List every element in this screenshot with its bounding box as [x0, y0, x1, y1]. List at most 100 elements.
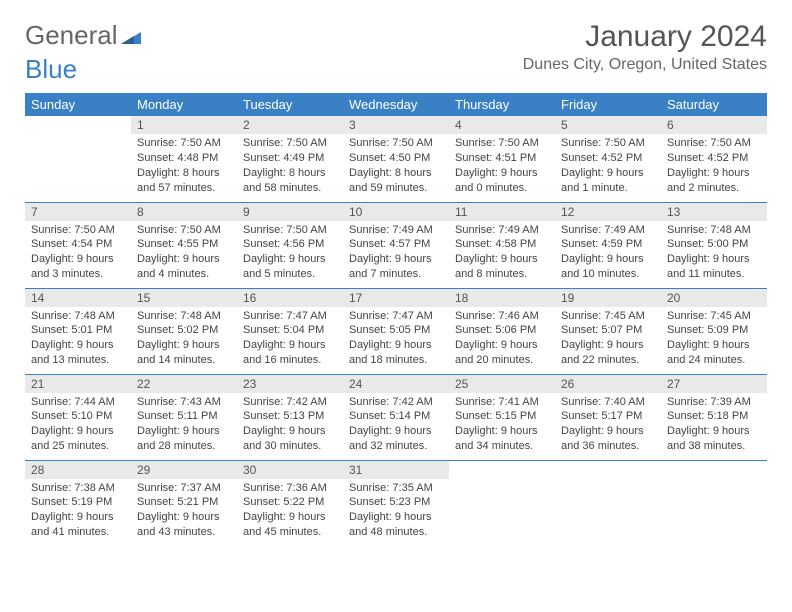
- day-body: Sunrise: 7:40 AMSunset: 5:17 PMDaylight:…: [555, 393, 661, 458]
- day-body: Sunrise: 7:50 AMSunset: 4:55 PMDaylight:…: [131, 221, 237, 286]
- daylight-line1: Daylight: 9 hours: [561, 338, 655, 353]
- sunset-text: Sunset: 5:17 PM: [561, 409, 655, 424]
- day-number: 21: [25, 375, 131, 393]
- calendar-day-cell: 1Sunrise: 7:50 AMSunset: 4:48 PMDaylight…: [131, 116, 237, 202]
- day-body: Sunrise: 7:50 AMSunset: 4:54 PMDaylight:…: [25, 221, 131, 286]
- day-body: Sunrise: 7:42 AMSunset: 5:14 PMDaylight:…: [343, 393, 449, 458]
- daylight-line1: Daylight: 9 hours: [349, 338, 443, 353]
- calendar-day-cell: 14Sunrise: 7:48 AMSunset: 5:01 PMDayligh…: [25, 288, 131, 374]
- day-body: Sunrise: 7:50 AMSunset: 4:48 PMDaylight:…: [131, 134, 237, 199]
- calendar-week-row: 14Sunrise: 7:48 AMSunset: 5:01 PMDayligh…: [25, 288, 767, 374]
- sunrise-text: Sunrise: 7:49 AM: [455, 223, 549, 238]
- daylight-line2: and 24 minutes.: [667, 353, 761, 368]
- daylight-line1: Daylight: 9 hours: [561, 166, 655, 181]
- daylight-line1: Daylight: 9 hours: [137, 424, 231, 439]
- daylight-line1: Daylight: 9 hours: [31, 510, 125, 525]
- day-body: Sunrise: 7:47 AMSunset: 5:05 PMDaylight:…: [343, 307, 449, 372]
- daylight-line1: Daylight: 9 hours: [31, 424, 125, 439]
- day-number: 16: [237, 289, 343, 307]
- daylight-line2: and 8 minutes.: [455, 267, 549, 282]
- sunrise-text: Sunrise: 7:47 AM: [349, 309, 443, 324]
- day-number: 22: [131, 375, 237, 393]
- calendar-day-cell: 24Sunrise: 7:42 AMSunset: 5:14 PMDayligh…: [343, 374, 449, 460]
- sunset-text: Sunset: 5:21 PM: [137, 495, 231, 510]
- daylight-line2: and 30 minutes.: [243, 439, 337, 454]
- weekday-header: Monday: [131, 93, 237, 116]
- sunset-text: Sunset: 4:54 PM: [31, 237, 125, 252]
- day-number: 13: [661, 203, 767, 221]
- weekday-header-row: Sunday Monday Tuesday Wednesday Thursday…: [25, 93, 767, 116]
- sunset-text: Sunset: 5:06 PM: [455, 323, 549, 338]
- daylight-line2: and 25 minutes.: [31, 439, 125, 454]
- day-number: 19: [555, 289, 661, 307]
- day-body: Sunrise: 7:50 AMSunset: 4:56 PMDaylight:…: [237, 221, 343, 286]
- daylight-line1: Daylight: 9 hours: [667, 166, 761, 181]
- calendar-day-cell: 26Sunrise: 7:40 AMSunset: 5:17 PMDayligh…: [555, 374, 661, 460]
- sunrise-text: Sunrise: 7:41 AM: [455, 395, 549, 410]
- calendar-day-cell: 10Sunrise: 7:49 AMSunset: 4:57 PMDayligh…: [343, 202, 449, 288]
- daylight-line2: and 16 minutes.: [243, 353, 337, 368]
- calendar-day-cell: 2Sunrise: 7:50 AMSunset: 4:49 PMDaylight…: [237, 116, 343, 202]
- sunset-text: Sunset: 5:00 PM: [667, 237, 761, 252]
- daylight-line1: Daylight: 9 hours: [667, 424, 761, 439]
- day-body: Sunrise: 7:45 AMSunset: 5:09 PMDaylight:…: [661, 307, 767, 372]
- day-number: 12: [555, 203, 661, 221]
- calendar-day-cell: 28Sunrise: 7:38 AMSunset: 5:19 PMDayligh…: [25, 460, 131, 546]
- daylight-line2: and 28 minutes.: [137, 439, 231, 454]
- sunrise-text: Sunrise: 7:50 AM: [667, 136, 761, 151]
- calendar-day-cell: 5Sunrise: 7:50 AMSunset: 4:52 PMDaylight…: [555, 116, 661, 202]
- daylight-line1: Daylight: 9 hours: [667, 338, 761, 353]
- day-body: Sunrise: 7:35 AMSunset: 5:23 PMDaylight:…: [343, 479, 449, 544]
- weekday-header: Sunday: [25, 93, 131, 116]
- sunset-text: Sunset: 4:57 PM: [349, 237, 443, 252]
- sunset-text: Sunset: 4:52 PM: [667, 151, 761, 166]
- sunset-text: Sunset: 4:49 PM: [243, 151, 337, 166]
- sunrise-text: Sunrise: 7:50 AM: [349, 136, 443, 151]
- daylight-line2: and 41 minutes.: [31, 525, 125, 540]
- sunset-text: Sunset: 4:59 PM: [561, 237, 655, 252]
- sunrise-text: Sunrise: 7:42 AM: [349, 395, 443, 410]
- calendar-day-cell: 19Sunrise: 7:45 AMSunset: 5:07 PMDayligh…: [555, 288, 661, 374]
- sunrise-text: Sunrise: 7:50 AM: [561, 136, 655, 151]
- daylight-line1: Daylight: 8 hours: [243, 166, 337, 181]
- daylight-line1: Daylight: 9 hours: [137, 510, 231, 525]
- day-body: Sunrise: 7:44 AMSunset: 5:10 PMDaylight:…: [25, 393, 131, 458]
- daylight-line1: Daylight: 9 hours: [137, 252, 231, 267]
- day-number: 24: [343, 375, 449, 393]
- sunset-text: Sunset: 5:19 PM: [31, 495, 125, 510]
- daylight-line1: Daylight: 9 hours: [455, 166, 549, 181]
- day-number: 17: [343, 289, 449, 307]
- day-number: 29: [131, 461, 237, 479]
- day-body: Sunrise: 7:49 AMSunset: 4:58 PMDaylight:…: [449, 221, 555, 286]
- daylight-line1: Daylight: 9 hours: [561, 252, 655, 267]
- sunset-text: Sunset: 5:15 PM: [455, 409, 549, 424]
- daylight-line1: Daylight: 9 hours: [31, 252, 125, 267]
- calendar-day-cell: 4Sunrise: 7:50 AMSunset: 4:51 PMDaylight…: [449, 116, 555, 202]
- calendar-day-cell: 25Sunrise: 7:41 AMSunset: 5:15 PMDayligh…: [449, 374, 555, 460]
- day-number: 2: [237, 116, 343, 134]
- daylight-line2: and 57 minutes.: [137, 181, 231, 196]
- day-number: 7: [25, 203, 131, 221]
- day-body: Sunrise: 7:50 AMSunset: 4:51 PMDaylight:…: [449, 134, 555, 199]
- sunrise-text: Sunrise: 7:39 AM: [667, 395, 761, 410]
- sunset-text: Sunset: 4:55 PM: [137, 237, 231, 252]
- calendar-day-cell: [555, 460, 661, 546]
- daylight-line2: and 43 minutes.: [137, 525, 231, 540]
- sunset-text: Sunset: 5:02 PM: [137, 323, 231, 338]
- day-number: 31: [343, 461, 449, 479]
- daylight-line2: and 11 minutes.: [667, 267, 761, 282]
- sunset-text: Sunset: 5:14 PM: [349, 409, 443, 424]
- day-number: 5: [555, 116, 661, 134]
- calendar-day-cell: 7Sunrise: 7:50 AMSunset: 4:54 PMDaylight…: [25, 202, 131, 288]
- calendar-day-cell: 17Sunrise: 7:47 AMSunset: 5:05 PMDayligh…: [343, 288, 449, 374]
- day-number: 25: [449, 375, 555, 393]
- daylight-line1: Daylight: 9 hours: [137, 338, 231, 353]
- calendar-day-cell: 11Sunrise: 7:49 AMSunset: 4:58 PMDayligh…: [449, 202, 555, 288]
- day-body: Sunrise: 7:50 AMSunset: 4:52 PMDaylight:…: [661, 134, 767, 199]
- daylight-line2: and 14 minutes.: [137, 353, 231, 368]
- sunrise-text: Sunrise: 7:49 AM: [349, 223, 443, 238]
- sunrise-text: Sunrise: 7:37 AM: [137, 481, 231, 496]
- day-body: Sunrise: 7:50 AMSunset: 4:50 PMDaylight:…: [343, 134, 449, 199]
- sunset-text: Sunset: 4:50 PM: [349, 151, 443, 166]
- sunrise-text: Sunrise: 7:50 AM: [243, 223, 337, 238]
